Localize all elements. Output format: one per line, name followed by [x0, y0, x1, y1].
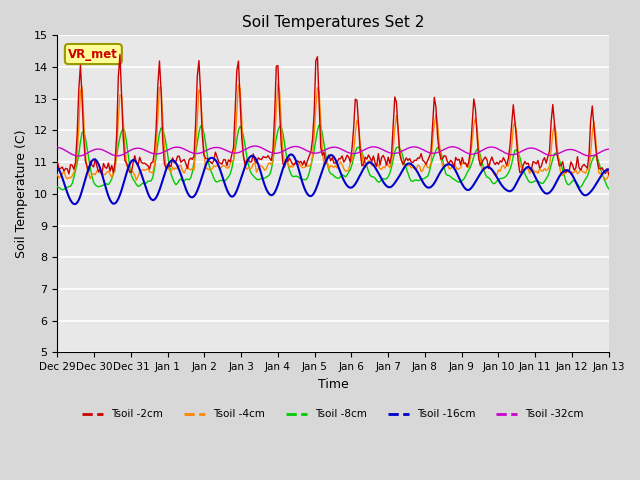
Tsoil -16cm [605, 167, 612, 172]
Tsoil -16cm [287, 152, 295, 157]
Tsoil -16cm [177, 171, 185, 177]
Tsoil -2cm [506, 143, 514, 149]
Tsoil -8cm [62, 186, 70, 192]
Tsoil -4cm [366, 159, 374, 165]
Tsoil -2cm [513, 137, 520, 143]
Tsoil -2cm [365, 152, 372, 158]
Y-axis label: Soil Temperature (C): Soil Temperature (C) [15, 130, 28, 258]
Tsoil -8cm [515, 150, 522, 156]
Tsoil -4cm [220, 163, 227, 168]
Tsoil -8cm [177, 176, 185, 182]
Tsoil -2cm [54, 159, 61, 165]
Tsoil -32cm [54, 144, 61, 150]
Tsoil -32cm [366, 144, 374, 150]
Title: Soil Temperatures Set 2: Soil Temperatures Set 2 [242, 15, 424, 30]
Tsoil -4cm [515, 150, 522, 156]
Tsoil -8cm [605, 186, 612, 192]
Tsoil -4cm [132, 177, 140, 183]
Tsoil -8cm [54, 184, 61, 190]
Tsoil -2cm [177, 159, 185, 165]
Legend: Tsoil -2cm, Tsoil -4cm, Tsoil -8cm, Tsoil -16cm, Tsoil -32cm: Tsoil -2cm, Tsoil -4cm, Tsoil -8cm, Tsoi… [78, 405, 588, 423]
Line: Tsoil -32cm: Tsoil -32cm [58, 146, 609, 156]
Tsoil -16cm [515, 177, 522, 182]
Tsoil -32cm [75, 153, 83, 159]
Tsoil -8cm [220, 178, 227, 184]
Tsoil -8cm [508, 161, 515, 167]
Tsoil -32cm [251, 143, 259, 149]
Tsoil -8cm [316, 122, 323, 128]
Tsoil -16cm [220, 178, 227, 183]
Tsoil -4cm [508, 144, 515, 149]
Tsoil -16cm [366, 159, 374, 165]
Tsoil -32cm [508, 152, 515, 157]
Tsoil -2cm [60, 168, 68, 174]
Tsoil -32cm [60, 147, 68, 153]
Tsoil -8cm [58, 187, 66, 192]
Line: Tsoil -8cm: Tsoil -8cm [58, 125, 609, 190]
Tsoil -2cm [220, 157, 227, 163]
Tsoil -4cm [177, 162, 185, 168]
Line: Tsoil -2cm: Tsoil -2cm [58, 55, 609, 174]
Tsoil -8cm [366, 172, 374, 178]
Tsoil -16cm [60, 180, 68, 186]
Tsoil -16cm [72, 201, 79, 207]
Tsoil -2cm [116, 52, 124, 58]
Tsoil -32cm [515, 150, 522, 156]
Tsoil -4cm [274, 81, 282, 87]
Tsoil -32cm [177, 145, 185, 151]
Text: VR_met: VR_met [68, 48, 118, 60]
Line: Tsoil -16cm: Tsoil -16cm [58, 155, 609, 204]
Tsoil -4cm [605, 172, 612, 178]
Line: Tsoil -4cm: Tsoil -4cm [58, 84, 609, 180]
Tsoil -32cm [220, 146, 227, 152]
X-axis label: Time: Time [317, 378, 348, 391]
Tsoil -4cm [60, 168, 68, 174]
Tsoil -16cm [54, 165, 61, 171]
Tsoil -32cm [605, 146, 612, 152]
Tsoil -16cm [508, 188, 515, 193]
Tsoil -4cm [54, 172, 61, 178]
Tsoil -2cm [605, 171, 612, 177]
